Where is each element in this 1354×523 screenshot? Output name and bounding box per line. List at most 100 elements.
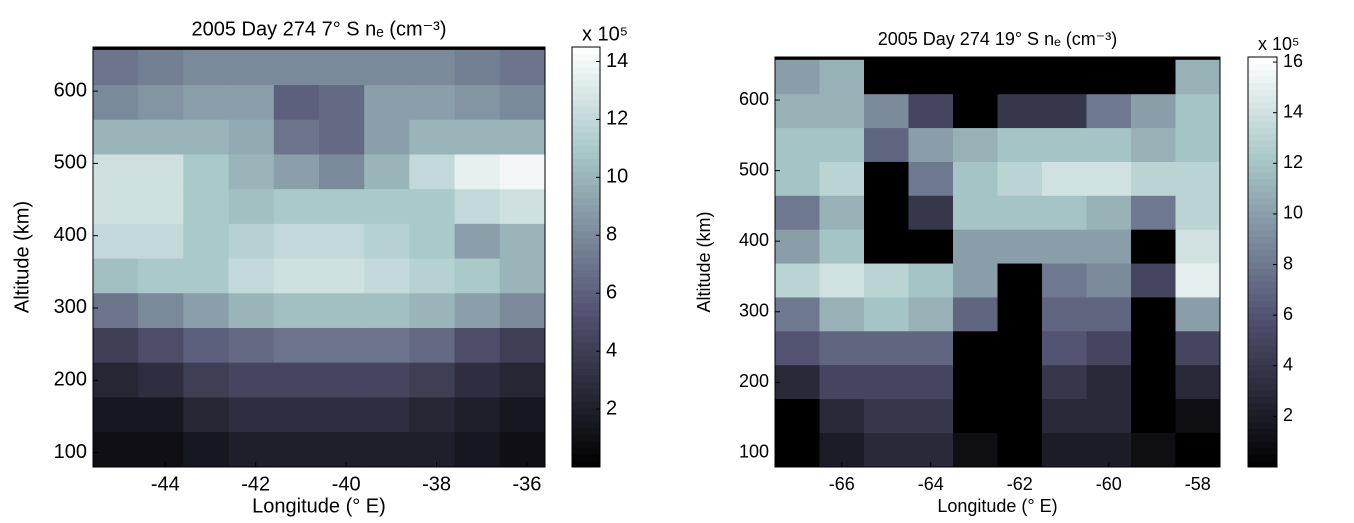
heat-cell	[454, 49, 501, 86]
colorbar-swatch	[1248, 422, 1277, 430]
heat-cell	[997, 59, 1043, 95]
colorbar-swatch	[572, 60, 600, 68]
heat-cell	[273, 153, 320, 190]
colorbar-tick-label: 6	[606, 281, 617, 303]
heat-cell	[228, 327, 275, 363]
y-tick-label: 600	[54, 79, 87, 101]
heat-cell	[953, 330, 998, 366]
colorbar-swatch	[1248, 441, 1277, 449]
heat-cell	[1086, 161, 1132, 196]
colorbar-swatch	[572, 263, 600, 271]
colorbar-swatch	[1248, 268, 1277, 276]
colorbar-swatch	[572, 86, 600, 94]
heat-cell	[908, 330, 954, 366]
heat-cell	[183, 258, 230, 294]
heat-cell	[1131, 432, 1176, 467]
colorbar-swatch	[1248, 95, 1277, 103]
heat-cell	[1042, 364, 1087, 400]
heat-cell	[364, 223, 410, 259]
heat-cell	[953, 296, 998, 332]
heat-cell	[819, 263, 865, 298]
colorbar-swatch	[1248, 229, 1277, 237]
heat-cell	[997, 296, 1043, 332]
heat-cell	[1042, 330, 1087, 366]
colorbar-tick-label: 12	[1283, 152, 1303, 172]
heat-cell	[228, 49, 275, 86]
heat-cell	[1175, 263, 1220, 298]
heat-cell	[908, 229, 954, 264]
colorbar-swatch	[572, 250, 600, 258]
heat-cell	[775, 161, 820, 196]
heat-cell	[409, 327, 456, 363]
colorbar-swatch	[572, 460, 600, 468]
heat-cell	[775, 127, 820, 162]
heat-cell	[93, 84, 139, 120]
colorbar-swatch	[572, 230, 600, 238]
x-tick-label: -42	[241, 473, 270, 495]
y-tick-label: 100	[54, 441, 87, 463]
colorbar-swatch	[572, 79, 600, 87]
colorbar-swatch	[1248, 390, 1277, 398]
heat-cell	[997, 161, 1043, 196]
heat-cell	[819, 330, 865, 366]
heat-cell	[183, 327, 230, 363]
colorbar-swatch	[572, 152, 600, 160]
colorbar-swatch	[1248, 185, 1277, 193]
colorbar-swatch	[572, 283, 600, 291]
heat-cell	[953, 263, 998, 298]
colorbar-swatch	[1248, 383, 1277, 391]
heat-cell	[953, 93, 998, 129]
heat-cell	[319, 49, 365, 86]
colorbar-swatch	[572, 427, 600, 435]
heat-cell	[409, 258, 456, 294]
heat-cell	[319, 362, 365, 398]
y-axis-label: Altitude (km)	[11, 201, 33, 313]
colorbar-swatch	[1248, 402, 1277, 410]
colorbar-swatch	[572, 447, 600, 455]
colorbar-swatch	[1248, 242, 1277, 250]
heat-cell	[364, 292, 410, 328]
colorbar-swatch	[1248, 63, 1277, 71]
heat-cell	[273, 223, 320, 259]
colorbar-swatch	[572, 145, 600, 153]
colorbar-swatch	[1248, 108, 1277, 116]
colorbar-swatch	[1248, 274, 1277, 282]
colorbar-swatch	[1248, 178, 1277, 186]
colorbar-swatch	[1248, 351, 1277, 359]
heat-cell	[93, 188, 139, 224]
colorbar-swatch	[572, 92, 600, 100]
heat-cell	[1131, 127, 1176, 162]
colorbar-swatch	[572, 178, 600, 186]
heat-cell	[997, 398, 1043, 433]
colorbar-swatch	[1248, 319, 1277, 327]
heat-cell	[228, 431, 275, 467]
heat-cell	[775, 364, 820, 400]
colorbar-swatch	[1248, 460, 1277, 468]
colorbar-swatch	[572, 204, 600, 212]
colorbar-swatch	[572, 434, 600, 442]
heat-cell	[819, 364, 865, 400]
colorbar-swatch	[572, 276, 600, 284]
x-axis-label: Longitude (° E)	[252, 495, 386, 517]
heat-cell	[953, 161, 998, 196]
heat-cell	[1175, 161, 1220, 196]
colorbar-swatch	[572, 53, 600, 61]
heat-cell	[775, 296, 820, 332]
colorbar-swatch	[572, 316, 600, 324]
heat-cell	[1131, 296, 1176, 332]
heat-cell	[93, 258, 139, 294]
colorbar-swatch	[1248, 434, 1277, 442]
heat-cell	[454, 119, 501, 155]
colorbar-swatch	[572, 440, 600, 448]
colorbar-swatch	[572, 224, 600, 232]
plot-frame	[92, 46, 546, 468]
heat-cell	[908, 296, 954, 332]
heat-cell	[997, 330, 1043, 366]
colorbar-tick-label: 8	[606, 224, 617, 246]
colorbar-tick-label: 2	[606, 397, 617, 419]
colorbar-swatch	[1248, 159, 1277, 167]
colorbar-swatch	[1248, 428, 1277, 436]
heat-cell	[819, 296, 865, 332]
colorbar-swatch	[1248, 133, 1277, 141]
heat-cell	[1086, 432, 1132, 467]
